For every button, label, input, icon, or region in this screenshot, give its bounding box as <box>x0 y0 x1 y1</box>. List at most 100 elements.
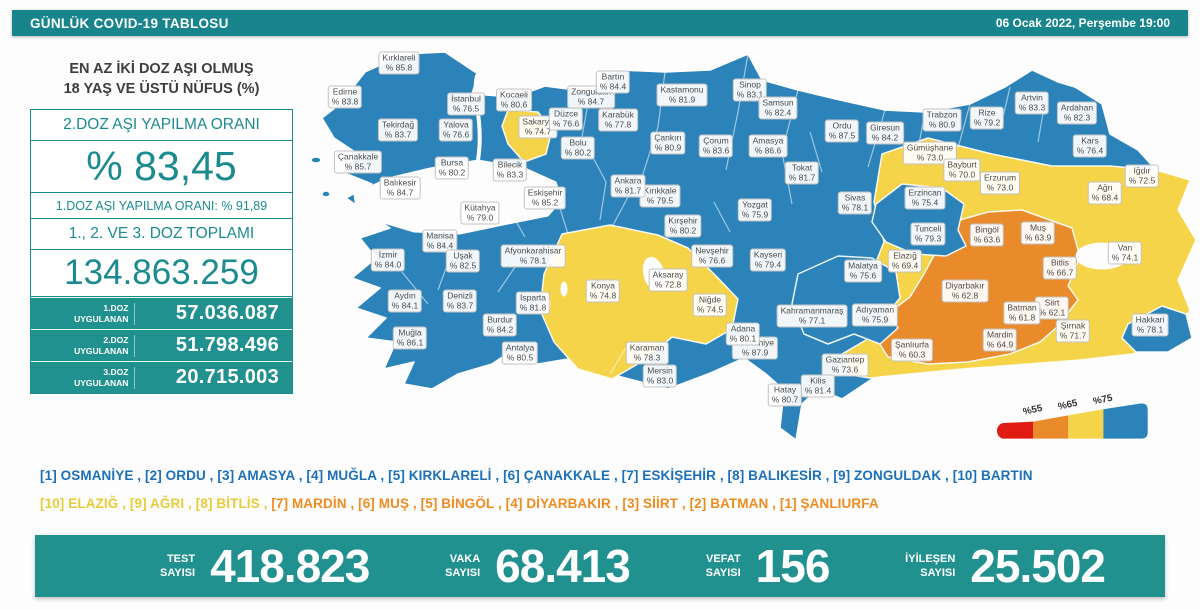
province-label-antalya: Antalya% 80.5 <box>501 341 539 365</box>
province-label-van: Van% 74.1 <box>1107 241 1143 265</box>
province-label-çankırı: Çankırı% 80.9 <box>650 131 686 155</box>
province-label-nevşehir: Nevşehir% 76.6 <box>691 244 733 268</box>
province-label-tunceli: Tunceli% 79.3 <box>910 222 946 246</box>
color-scale-legend: %55 %65 %75 <box>996 394 1148 439</box>
total-doses-label: 1., 2. VE 3. DOZ TOPLAMI <box>31 219 292 251</box>
turkey-choropleth-map: Kırklareli% 85.8 Edirne% 83.8 Tekirdağ% 83… <box>310 42 1200 457</box>
province-label-şırnak: Şırnak% 71.7 <box>1055 319 1091 343</box>
lowest-list-orange-part: [7] MARDİN , [6] MUŞ , [5] BİNGÖL , [4] … <box>271 496 879 511</box>
header-bar: GÜNLÜK COVID-19 TABLOSU 06 Ocak 2022, Pe… <box>12 10 1188 36</box>
stat-test: TEST SAYISI 418.823 <box>160 540 370 592</box>
province-label-kırşehir: Kırşehir% 80.2 <box>664 214 702 238</box>
province-label-gaziantep: Gaziantep% 73.6 <box>821 353 869 377</box>
province-label-çorum: Çorum% 83.6 <box>698 134 734 158</box>
province-label-denizli: Denizli% 83.7 <box>442 289 478 313</box>
lowest-rate-provinces-list: [10] ELAZIĞ , [9] AĞRI , [8] BİTLİS , [7… <box>40 496 879 511</box>
case-count: 68.413 <box>495 540 631 592</box>
province-label-kocaeli: Kocaeli% 80.6 <box>496 88 532 112</box>
province-label-kahramanmaraş: Kahramanmaraş% 77.1 <box>776 304 848 328</box>
province-label-elazığ: Elazığ% 69.4 <box>887 249 923 273</box>
total-doses-value: 134.863.259 <box>31 250 292 298</box>
vaccination-panel: EN AZ İKİ DOZ AŞI OLMUŞ 18 YAŞ VE ÜSTÜ N… <box>30 60 293 395</box>
province-label-bilecik: Bilecik% 83.3 <box>492 158 528 182</box>
dose2-applied-row: 2.DOZ UYGULANAN 51.798.496 <box>31 329 292 362</box>
province-label-malatya: Malatya% 75.6 <box>844 259 882 283</box>
dose1-rate-line: 1.DOZ AŞI YAPILMA ORANI: % 91,89 <box>31 193 292 220</box>
province-label-trabzon: Trabzon% 80.9 <box>922 108 962 132</box>
province-label-iğdır: Iğdır% 72.5 <box>1124 164 1160 188</box>
province-label-adana: Adana% 80.1 <box>725 322 761 346</box>
panel-title: EN AZ İKİ DOZ AŞI OLMUŞ 18 YAŞ VE ÜSTÜ N… <box>63 61 260 97</box>
province-label-tekirdağ: Tekirdağ% 83.7 <box>377 118 419 142</box>
province-label-sinop: Sinop% 83.1 <box>732 78 768 102</box>
province-label-diyarbakır: Diyarbakır% 62.8 <box>941 279 989 303</box>
province-label-burdur: Burdur% 84.2 <box>482 313 518 337</box>
dose2-rate-value: % 83,45 <box>31 141 292 194</box>
province-label-manisa: Manisa% 84.4 <box>422 229 458 253</box>
province-label-i̇stanbul: İstanbul% 76.5 <box>447 92 485 116</box>
dose1-applied-row: 1.DOZ UYGULANAN 57.036.087 <box>31 297 292 330</box>
death-count: 156 <box>755 540 831 592</box>
daily-stats-bar: TEST SAYISI 418.823 VAKA SAYISI 68.413 VEF… <box>35 535 1165 597</box>
dose3-applied-row: 3.DOZ UYGULANAN 20.715.003 <box>31 361 292 394</box>
province-label-kars: Kars% 76.4 <box>1072 134 1108 158</box>
province-label-yalova: Yalova% 76.6 <box>438 118 474 142</box>
test-count: 418.823 <box>210 540 370 592</box>
province-label-amasya: Amasya% 86.6 <box>748 134 788 158</box>
lowest-list-yellow-part: [10] ELAZIĞ , [9] AĞRI , [8] BİTLİS , <box>40 496 272 511</box>
province-label-kastamonu: Kastamonu% 81.9 <box>656 83 708 107</box>
province-label-siirt: Siirt% 62.1 <box>1034 296 1070 320</box>
province-label-artvin: Artvin% 83.3 <box>1014 91 1050 115</box>
province-label-rize: Rize% 79.2 <box>969 106 1005 130</box>
legend-yellow-segment <box>1068 409 1104 439</box>
province-label-bolu: Bolu% 80.2 <box>560 136 596 160</box>
province-label-muğla: Muğla% 86.1 <box>392 326 428 350</box>
province-label-ağrı: Ağrı% 68.4 <box>1087 181 1123 205</box>
province-label-konya: Konya% 74.8 <box>585 279 621 303</box>
province-label-isparta: Isparta% 81.8 <box>515 291 551 315</box>
province-label-mersin: Mersin% 83.0 <box>642 364 678 388</box>
province-label-düzce: Düzce% 76.6 <box>548 107 584 131</box>
vaccination-stats-box: 2.DOZ AŞI YAPILMA ORANI % 83,45 1.DOZ AŞ… <box>30 109 293 395</box>
province-label-sivas: Sivas% 78.1 <box>837 191 873 215</box>
province-label-bayburt: Bayburt% 70.0 <box>943 158 981 182</box>
province-label-samsun: Samsun% 82.4 <box>758 96 798 120</box>
province-label-eskişehir: Eskişehir% 85.2 <box>523 186 567 210</box>
province-label-mardin: Mardin% 64.9 <box>982 328 1018 352</box>
province-label-kırklareli: Kırklareli% 85.8 <box>378 51 420 75</box>
province-label-çanakkale: Çanakkale% 85.7 <box>333 150 383 174</box>
province-label-ardahan: Ardahan% 82.3 <box>1056 101 1098 125</box>
province-label-kırıkkale: Kırıkkale% 79.5 <box>639 184 681 208</box>
province-label-giresun: Giresun% 84.2 <box>866 121 904 145</box>
province-label-niğde: Niğde% 74.5 <box>692 293 728 317</box>
stat-vaka: VAKA SAYISI 68.413 <box>445 540 631 592</box>
province-label-yozgat: Yozgat% 75.9 <box>737 198 773 222</box>
province-label-bitlis: Bitlis% 66.7 <box>1042 256 1078 280</box>
province-label-afyonkarahisar: Afyonkarahisar% 78.1 <box>500 244 566 268</box>
province-label-kayseri: Kayseri% 79.4 <box>749 248 787 272</box>
province-label-i̇zmir: İzmir% 84.0 <box>370 248 406 272</box>
province-label-balıkesir: Balıkesir% 84.7 <box>379 176 421 200</box>
province-label-edirne: Edirne% 83.8 <box>327 85 363 109</box>
province-label-erzincan: Erzincan% 75.4 <box>904 186 946 210</box>
legend-blue-segment <box>1103 403 1148 439</box>
province-label-şanlıurfa: Şanlıurfa% 60.3 <box>890 338 934 362</box>
legend-label-55: %55 <box>1022 403 1044 418</box>
top-increase-provinces-list: [1] OSMANİYE , [2] ORDU , [3] AMASYA , [… <box>40 468 1033 483</box>
province-label-adıyaman: Adıyaman% 75.9 <box>851 303 899 327</box>
stat-vefat: VEFAT SAYISI 156 <box>705 540 831 592</box>
province-label-tokat: Tokat% 81.7 <box>784 161 820 185</box>
legend-label-65: %65 <box>1057 398 1079 413</box>
province-label-muş: Muş% 63.9 <box>1020 221 1056 245</box>
province-label-erzurum: Erzurum% 73.0 <box>979 171 1021 195</box>
legend-red-segment <box>996 421 1034 439</box>
province-label-ankara: Ankara% 81.7 <box>610 174 646 198</box>
province-label-karaman: Karaman% 78.3 <box>625 341 669 365</box>
dose2-rate-label: 2.DOZ AŞI YAPILMA ORANI <box>31 110 292 142</box>
province-label-karabük: Karabük% 77.8 <box>598 108 638 132</box>
header-date: 06 Ocak 2022, Perşembe 19:00 <box>995 16 1170 30</box>
province-label-uşak: Uşak% 82.5 <box>445 249 481 273</box>
legend-label-75: %75 <box>1092 394 1114 407</box>
province-label-kütahya: Kütahya% 79.0 <box>460 201 500 225</box>
province-label-ordu: Ordu% 87.5 <box>824 119 860 143</box>
